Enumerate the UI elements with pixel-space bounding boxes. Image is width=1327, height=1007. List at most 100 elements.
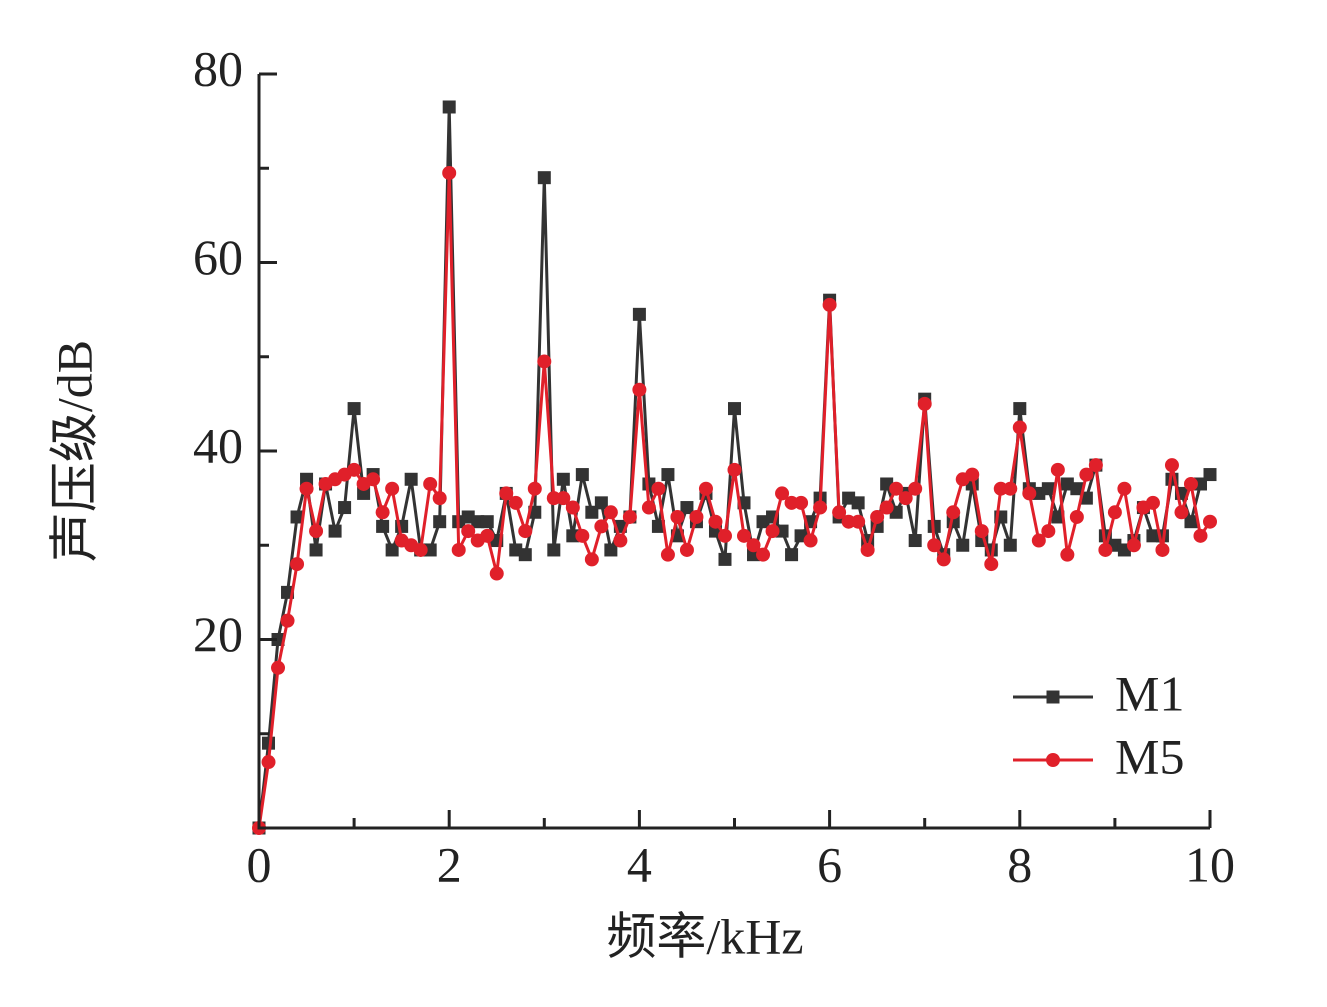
y-tick-label: 80 [193,40,243,96]
marker [271,660,286,675]
marker [508,495,523,510]
marker [708,514,723,529]
marker [775,486,790,501]
marker [651,519,665,533]
x-tick-label: 8 [1007,836,1032,892]
marker [717,528,732,543]
marker [461,524,476,539]
marker [556,472,570,486]
marker [1088,458,1103,473]
marker [366,472,381,487]
marker [499,486,514,501]
marker [375,505,390,520]
marker [775,524,789,538]
marker [946,505,961,520]
marker [632,307,646,321]
marker [489,566,504,581]
marker [1069,509,1084,524]
marker [822,297,837,312]
marker [1003,481,1018,496]
marker [309,524,324,539]
y-tick-label: 20 [193,606,243,662]
marker [575,468,589,482]
marker [604,543,618,557]
marker [851,514,866,529]
marker [1126,538,1141,553]
marker [851,496,865,510]
marker [480,515,494,529]
marker [765,524,780,539]
marker [1041,482,1055,496]
marker [433,515,447,529]
x-tick-label: 0 [247,836,272,892]
y-tick-label: 40 [193,417,243,473]
x-tick-label: 2 [437,836,462,892]
x-tick-label: 4 [627,836,652,892]
marker [728,402,741,416]
marker [917,396,932,411]
marker [290,557,305,572]
marker [280,613,295,628]
marker [442,165,457,180]
marker [870,509,885,524]
marker [1031,533,1046,548]
marker [832,505,847,520]
marker [547,543,561,557]
legend-label: M1 [1115,665,1184,721]
marker [423,476,438,491]
marker [1051,510,1065,524]
marker [1060,547,1075,562]
marker [661,468,675,482]
marker [1022,486,1037,501]
marker [527,481,542,496]
marker [679,542,694,557]
marker [290,510,304,524]
marker [271,633,285,646]
marker [309,543,323,557]
marker [984,557,999,572]
marker [575,528,590,543]
marker [813,500,828,515]
marker [1003,538,1017,552]
marker [632,382,647,397]
marker [423,543,437,557]
marker [1145,495,1160,510]
marker [480,528,495,543]
marker [727,462,742,477]
marker [347,462,362,477]
marker [1079,467,1094,482]
marker [908,481,923,496]
marker [442,100,456,114]
marker [651,481,666,496]
marker [1098,542,1113,557]
x-axis-label: 频率/kHz [606,908,803,964]
legend-label: M5 [1115,728,1184,784]
marker [1174,505,1189,520]
marker [537,171,551,185]
marker [956,538,970,552]
marker [1193,528,1208,543]
marker [889,481,904,496]
marker [261,755,276,770]
marker [965,467,980,482]
series-line [257,172,1212,829]
marker [785,548,799,562]
marker [518,524,533,539]
x-tick-label: 10 [1185,836,1235,892]
marker [698,481,713,496]
marker [518,548,532,562]
marker [566,529,580,543]
marker [680,501,694,515]
y-axis-label: 声压级/dB [46,340,102,562]
marker [794,495,809,510]
marker [974,524,989,539]
marker [641,500,656,515]
marker [603,505,618,520]
marker [756,547,771,562]
marker [299,481,314,496]
marker [404,472,418,486]
legend-marker [1046,753,1060,767]
marker [1155,542,1170,557]
marker [385,481,400,496]
